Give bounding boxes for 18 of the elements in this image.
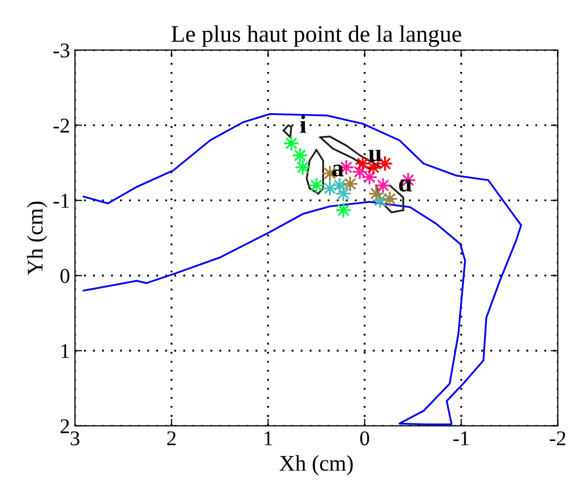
x-tick-label: 3: [70, 431, 80, 446]
y-tick-label: 1: [62, 344, 69, 358]
y-tick-label: -1: [54, 194, 69, 208]
y-tick-label: 0: [60, 268, 70, 283]
x-tick-label: 1: [264, 431, 272, 446]
annotation: ɑ: [399, 180, 412, 192]
x-tick-label: -2: [550, 431, 566, 446]
y-tick-label: -2: [54, 118, 69, 132]
x-axis-title: Xh (cm): [280, 455, 353, 476]
x-tick-label: 0: [360, 431, 370, 446]
y-axis-title: Yh (cm): [27, 202, 48, 276]
chart-title: Le plus haut point de la langue: [171, 25, 462, 47]
y-tick-label: 2: [60, 419, 69, 434]
x-tick-label: 2: [167, 431, 176, 446]
x-tick-label: -1: [453, 431, 469, 446]
y-tick-label: -3: [54, 44, 70, 58]
annotation: u: [368, 150, 382, 162]
annotation: i: [300, 115, 306, 133]
